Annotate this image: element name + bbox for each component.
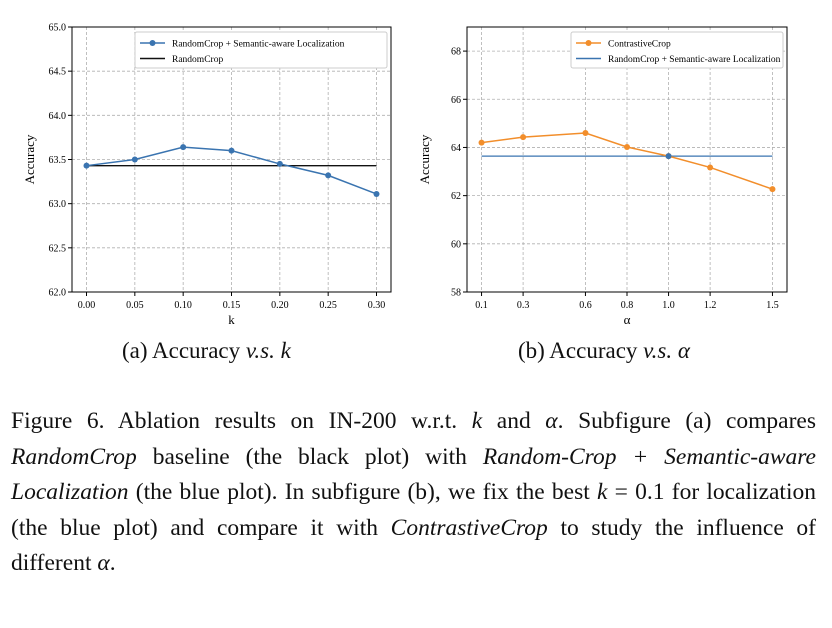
caption-text: and: [482, 408, 546, 434]
x-tick-label: 0.05: [126, 300, 144, 311]
subcaption-b-text: (b) Accuracy: [518, 338, 644, 363]
caption-math: k: [596, 479, 608, 505]
y-tick-label: 58: [451, 288, 461, 299]
x-tick-label: 0.10: [174, 300, 192, 311]
data-point: [228, 147, 235, 154]
legend-box: [134, 31, 388, 69]
data-point: [707, 164, 714, 171]
caption-italic: Random-Crop + Semantic-aware Localizatio…: [11, 443, 816, 506]
caption-text: .: [109, 550, 116, 576]
y-axis-label: Accuracy: [417, 134, 432, 184]
caption-math: α: [545, 408, 558, 434]
figure-caption: Figure 6. Ablation results on IN-200 w.r…: [11, 404, 816, 582]
x-tick-label: 0.1: [475, 300, 488, 311]
caption-text: Figure 6. Ablation results on IN-200 w.r…: [11, 408, 472, 434]
y-tick-label: 62: [451, 191, 461, 202]
figure-charts: 0.00 0.05 0.10 0.15 0.20 0.25 0.30 62.0 62.5 63.0…: [22, 23, 788, 327]
caption-text: (the blue plot). In subfigure (b), we fi…: [128, 479, 597, 505]
x-tick-label: 0.30: [368, 300, 386, 311]
data-point: [582, 130, 589, 136]
data-point: [624, 143, 630, 150]
x-tick-label: 0.20: [271, 300, 289, 311]
subcaption-a-var: k: [280, 338, 291, 363]
plot-frame: [71, 26, 392, 293]
subcaption-a-text: (a) Accuracy: [122, 338, 246, 363]
caption-italic: ContrastiveCrop: [390, 514, 548, 541]
data-point: [665, 153, 672, 160]
y-tick-label: 68: [451, 47, 461, 58]
y-tick-label: 63.0: [49, 199, 67, 210]
x-tick-label: 0.00: [78, 300, 96, 311]
data-point: [276, 160, 283, 167]
x-tick-label: 0.6: [579, 300, 592, 311]
y-tick-label: 64: [451, 143, 461, 154]
chart-b: 0.1 0.3 0.6 0.8 1.0 1.2 1.5 58 60 62 64 66 68 α Accura…: [417, 26, 788, 327]
x-tick-label: 0.25: [319, 300, 337, 311]
y-tick-label: 62.5: [49, 243, 67, 254]
caption-italic: RandomCrop: [11, 443, 137, 470]
data-point: [769, 186, 776, 193]
data-point: [180, 144, 187, 151]
y-axis-label: Accuracy: [22, 134, 37, 184]
caption-text: . Subfigure (a) compares: [557, 408, 817, 434]
chart-a: 0.00 0.05 0.10 0.15 0.20 0.25 0.30 62.0 62.5 63.0…: [22, 23, 392, 327]
legend-marker: [585, 40, 592, 46]
x-tick-label: 0.3: [517, 300, 530, 311]
caption-math: α: [97, 550, 110, 576]
x-axis-label: k: [228, 312, 235, 327]
legend-label: RandomCrop: [172, 55, 223, 65]
x-tick-label: 0.8: [621, 300, 634, 311]
caption-text: baseline (the black plot) with: [136, 443, 483, 470]
subcaption-a: (a) Accuracy v.s. k: [122, 338, 291, 364]
plot-frame: [466, 26, 788, 293]
subcaption-b: (b) Accuracy v.s. α: [518, 338, 690, 364]
caption-math: k: [471, 408, 483, 434]
subcaption-b-vs: v.s.: [643, 338, 673, 363]
y-tick-label: 62.0: [49, 288, 67, 299]
y-tick-label: 60: [451, 239, 461, 250]
data-point: [373, 190, 380, 197]
legend-box: [570, 31, 784, 69]
data-point: [325, 172, 332, 179]
x-tick-label: 0.15: [223, 300, 241, 311]
legend-label: RandomCrop + Semantic-aware Localization: [608, 55, 781, 65]
x-axis-label: α: [624, 312, 631, 327]
y-tick-label: 64.5: [49, 67, 67, 78]
data-point: [83, 162, 90, 169]
caption-text: = 0.1 for localization (the blue plot) a…: [11, 479, 816, 541]
series-line: [481, 132, 773, 190]
y-tick-label: 66: [451, 95, 461, 106]
subcaption-b-var: α: [677, 338, 690, 363]
x-tick-label: 1.2: [704, 300, 717, 311]
legend-marker: [149, 40, 156, 46]
data-point: [478, 139, 485, 146]
y-tick-label: 63.5: [49, 155, 67, 166]
y-tick-label: 65.0: [49, 23, 67, 34]
data-point: [131, 156, 138, 163]
legend-label: ContrastiveCrop: [608, 40, 671, 50]
y-tick-label: 64.0: [49, 111, 67, 122]
caption-text: to study the influence of different: [11, 514, 816, 577]
x-tick-label: 1.5: [766, 300, 779, 311]
x-tick-label: 1.0: [662, 300, 675, 311]
data-point: [520, 134, 527, 141]
legend-label: RandomCrop + Semantic-aware Localization: [172, 40, 345, 50]
subcaption-a-vs: v.s.: [245, 338, 275, 363]
